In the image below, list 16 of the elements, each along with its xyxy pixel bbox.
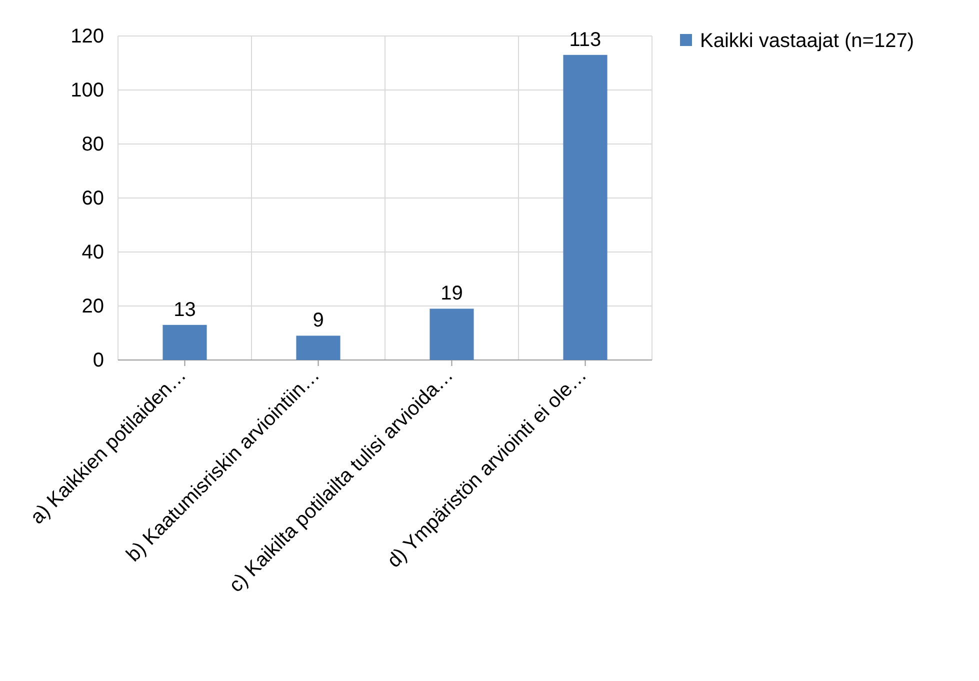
legend-label: Kaikki vastaajat (n=127) (700, 30, 914, 52)
y-tick-label: 120 (70, 25, 104, 48)
bar (162, 324, 207, 360)
data-label: 19 (440, 282, 463, 305)
y-tick-label: 40 (82, 241, 104, 264)
bar (430, 308, 474, 360)
y-tick-label: 100 (70, 79, 104, 102)
bar (563, 54, 608, 360)
y-tick-label: 60 (82, 187, 104, 210)
y-tick-label: 80 (82, 133, 104, 156)
y-tick-label: 0 (92, 349, 104, 372)
data-label: 9 (312, 310, 324, 332)
data-label: 113 (569, 28, 602, 51)
data-label: 13 (174, 298, 196, 321)
y-tick-label: 20 (82, 295, 104, 318)
bar (296, 336, 340, 360)
